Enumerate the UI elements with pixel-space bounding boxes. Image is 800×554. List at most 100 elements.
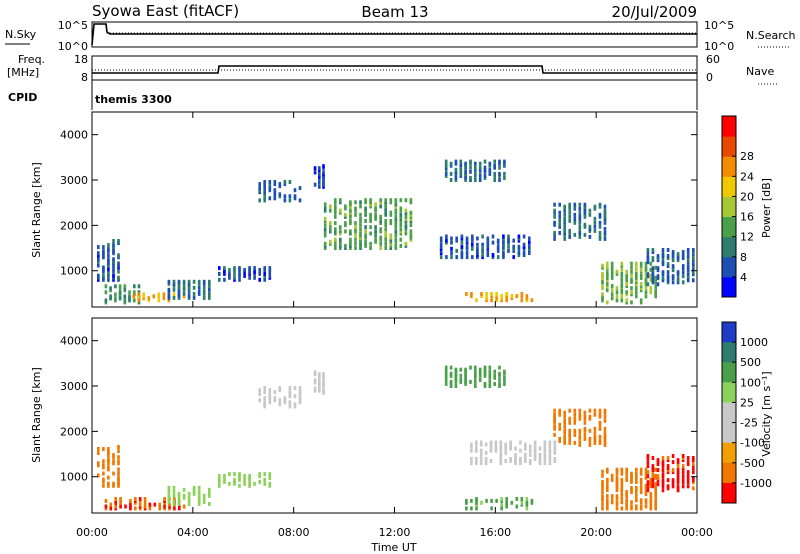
data-cell — [322, 164, 325, 169]
data-cell — [459, 161, 463, 166]
data-cell — [517, 251, 521, 255]
data-cell — [117, 475, 120, 480]
data-cell — [322, 372, 325, 377]
data-cell — [490, 498, 493, 503]
data-cell — [278, 398, 282, 403]
data-cell — [349, 229, 352, 234]
data-cell — [495, 292, 498, 296]
data-cell — [118, 290, 122, 295]
data-cell — [625, 504, 628, 509]
data-cell — [666, 262, 670, 267]
data-cell — [253, 270, 256, 274]
data-cell — [593, 408, 597, 413]
data-cell — [666, 270, 670, 275]
data-cell — [692, 458, 695, 463]
data-cell — [475, 298, 478, 303]
data-cell — [520, 292, 524, 296]
data-cell — [117, 459, 120, 464]
data-cell — [671, 252, 675, 257]
data-cell — [525, 506, 529, 511]
data-cell — [656, 254, 660, 259]
data-cell — [334, 208, 337, 213]
data-cell — [661, 478, 665, 483]
data-cell — [620, 488, 624, 493]
data-cell — [498, 365, 501, 370]
data-cell — [409, 235, 413, 240]
data-cell — [334, 214, 337, 219]
data-cell — [233, 472, 236, 477]
data-cell — [439, 248, 443, 253]
data-cell — [635, 286, 638, 291]
data-cell — [298, 198, 302, 203]
data-cell — [601, 473, 604, 478]
station-title: Syowa East (fitACF) — [92, 2, 239, 20]
data-cell — [197, 279, 201, 284]
data-cell — [263, 180, 266, 184]
data-cell — [601, 469, 604, 474]
data-cell — [686, 456, 690, 460]
data-cell — [459, 167, 463, 172]
data-cell — [263, 386, 266, 390]
data-cell — [384, 210, 387, 215]
data-cell — [610, 473, 614, 478]
data-cell — [238, 271, 241, 276]
data-cell — [681, 464, 685, 469]
data-cell — [646, 464, 650, 469]
data-cell — [177, 499, 181, 504]
data-cell — [499, 444, 503, 449]
data-cell — [323, 219, 327, 223]
data-cell — [460, 255, 464, 260]
data-cell — [471, 234, 474, 239]
data-cell — [488, 379, 492, 384]
data-cell — [263, 182, 266, 187]
data-cell — [454, 161, 458, 166]
data-cell — [323, 208, 327, 213]
velocity-panel: 1000 2000 3000 4000 Slant Range [km] — [30, 317, 698, 514]
y-tick-label: 1000 — [60, 265, 88, 278]
data-cell — [558, 230, 561, 235]
data-cell — [601, 494, 604, 499]
colorbar-swatch — [722, 116, 736, 137]
data-cell — [112, 239, 115, 243]
data-cell — [639, 488, 643, 493]
power-colorbar-label: Power [dB] — [760, 178, 773, 238]
data-cell — [323, 229, 327, 234]
data-cell — [107, 447, 110, 451]
nsky-trace — [91, 23, 697, 46]
data-cell — [525, 500, 529, 505]
data-cell — [666, 278, 670, 283]
data-cell — [469, 379, 472, 384]
data-cell — [654, 473, 657, 478]
data-cell — [349, 212, 352, 217]
data-cell — [163, 497, 166, 501]
colorbar-tick-label: 4 — [740, 271, 747, 284]
data-cell — [475, 457, 478, 461]
data-cell — [444, 159, 448, 164]
data-cell — [455, 236, 458, 241]
data-cell — [439, 238, 443, 243]
data-cell — [475, 448, 478, 453]
data-cell — [318, 384, 321, 389]
data-cell — [646, 454, 650, 458]
cpid-panel: CPID themis 3300 — [8, 80, 698, 110]
data-cell — [172, 499, 176, 504]
data-cell — [563, 236, 566, 241]
data-cell — [238, 483, 241, 488]
data-cell — [470, 444, 473, 449]
data-cell — [583, 432, 587, 437]
data-cell — [491, 253, 495, 257]
data-cell — [394, 198, 398, 203]
data-cell — [601, 282, 604, 287]
data-cell — [465, 498, 468, 503]
data-cell — [538, 461, 542, 466]
data-cell — [483, 384, 487, 388]
x-tick-label: 00:00 — [681, 526, 713, 539]
data-cell — [583, 232, 587, 237]
data-cell — [389, 219, 393, 223]
data-cell — [202, 279, 206, 284]
data-cell — [364, 233, 367, 238]
data-cell — [182, 279, 186, 284]
data-cell — [288, 394, 292, 399]
data-cell — [469, 178, 472, 182]
data-cell — [322, 170, 325, 175]
